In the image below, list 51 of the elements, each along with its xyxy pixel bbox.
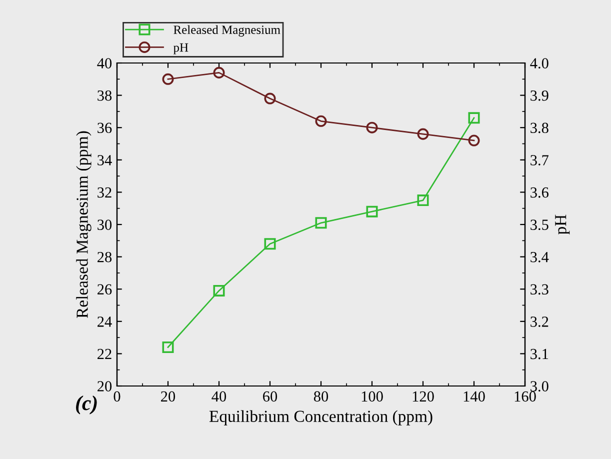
y2-tick-label: 3.2 [530, 316, 548, 327]
text: (c) [76, 396, 97, 414]
point [264, 238, 276, 250]
x-tick-label: 100 [362, 391, 383, 402]
y-tick-label: 34 [98, 155, 112, 166]
point [162, 73, 174, 85]
point [315, 217, 327, 229]
point [264, 92, 276, 104]
y2-axis-title: pH [555, 214, 570, 234]
point [315, 115, 327, 127]
point [366, 206, 378, 218]
y2-tick-label: 3.1 [530, 348, 548, 360]
y-tick-label: 26 [98, 284, 112, 295]
y2-tick-label: 3.7 [530, 155, 549, 166]
legend-label: pH [173, 43, 188, 54]
y2-tick-label: 3.4 [530, 252, 549, 262]
x-tick-label: 120 [412, 391, 434, 402]
y2-tick-label: 3.0 [530, 381, 548, 392]
point [162, 341, 174, 354]
y-tick-label: 30 [98, 220, 112, 230]
x-axis-title: Equilibrium Concentration (ppm) [209, 410, 432, 426]
point [468, 112, 480, 124]
y-tick-label: 20 [98, 381, 112, 392]
point [213, 284, 225, 296]
y-tick-label: 40 [97, 58, 112, 68]
y2-tick-label: 3.6 [530, 187, 548, 198]
y-tick-label: 38 [98, 90, 112, 101]
y-axis-title: Released Magnesium (ppm) [76, 131, 92, 318]
point [366, 122, 378, 134]
x-tick-label: 140 [464, 391, 485, 402]
y2-tick-label: 3.9 [530, 90, 548, 101]
y-tick-label: 22 [98, 348, 112, 359]
y2-tick-label: 4.0 [530, 58, 548, 69]
x-tick-label: 60 [263, 391, 278, 402]
point [417, 128, 429, 140]
y2-tick-label: 3.3 [530, 284, 548, 295]
x-tick-label: 40 [212, 391, 226, 402]
y-tick-label: 24 [98, 316, 112, 327]
x-tick-label: 160 [514, 391, 536, 402]
y-tick-label: 28 [98, 252, 112, 262]
x-tick-label: 0 [114, 391, 120, 402]
legend-label: Released Magnesium [174, 25, 280, 37]
y2-tick-label: 3.8 [530, 122, 548, 134]
y-tick-label: 32 [98, 187, 112, 198]
point [468, 134, 480, 146]
x-tick-label: 20 [161, 391, 176, 402]
point [417, 194, 429, 206]
point [213, 66, 225, 78]
x-tick-label: 80 [314, 391, 328, 402]
y-tick-label: 36 [98, 122, 112, 134]
y2-tick-label: 3.5 [530, 220, 548, 230]
